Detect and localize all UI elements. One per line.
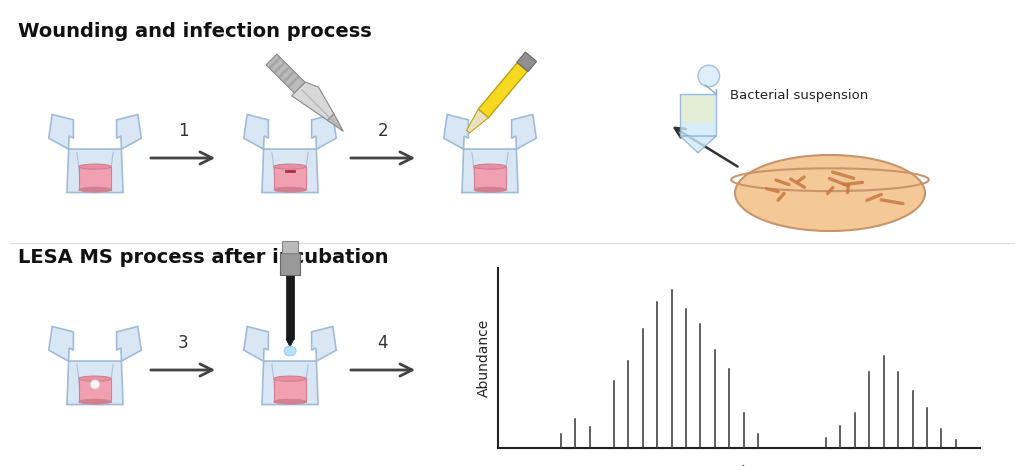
Bar — [79, 167, 112, 190]
Ellipse shape — [474, 164, 506, 169]
Polygon shape — [478, 62, 527, 118]
Ellipse shape — [79, 376, 112, 381]
Bar — [680, 94, 716, 136]
Ellipse shape — [273, 164, 306, 169]
Polygon shape — [328, 114, 343, 131]
Text: m/z: m/z — [726, 464, 752, 466]
Polygon shape — [49, 327, 141, 404]
Ellipse shape — [90, 380, 99, 389]
Ellipse shape — [698, 65, 720, 87]
Bar — [282, 241, 298, 253]
Text: Wounding and infection process: Wounding and infection process — [18, 22, 372, 41]
Polygon shape — [244, 327, 336, 404]
Polygon shape — [467, 109, 488, 133]
Polygon shape — [268, 56, 282, 69]
Polygon shape — [266, 54, 305, 93]
Ellipse shape — [273, 399, 306, 404]
Bar — [682, 96, 714, 123]
Bar — [79, 379, 112, 402]
Ellipse shape — [79, 187, 112, 192]
Ellipse shape — [284, 346, 296, 356]
Polygon shape — [443, 115, 537, 192]
Polygon shape — [680, 136, 716, 153]
Polygon shape — [49, 115, 141, 192]
Text: LESA MS process after incubation: LESA MS process after incubation — [18, 248, 388, 267]
Ellipse shape — [474, 187, 506, 192]
Bar — [280, 253, 300, 275]
Polygon shape — [517, 52, 537, 72]
Text: 3: 3 — [178, 334, 188, 352]
Polygon shape — [286, 275, 294, 339]
Text: 4: 4 — [378, 334, 388, 352]
Polygon shape — [278, 66, 291, 78]
Bar — [273, 379, 306, 402]
Polygon shape — [273, 61, 286, 74]
Ellipse shape — [273, 376, 306, 381]
Ellipse shape — [735, 155, 925, 231]
Text: Bacterial suspension: Bacterial suspension — [730, 89, 868, 102]
Text: 1: 1 — [178, 122, 188, 140]
Ellipse shape — [273, 187, 306, 192]
Bar — [474, 167, 506, 190]
Ellipse shape — [79, 399, 112, 404]
Text: Abundance: Abundance — [477, 319, 490, 397]
Polygon shape — [244, 115, 336, 192]
Polygon shape — [288, 75, 300, 88]
Text: 2: 2 — [378, 122, 388, 140]
Bar — [273, 167, 306, 190]
Ellipse shape — [79, 164, 112, 169]
Polygon shape — [292, 82, 334, 120]
Polygon shape — [286, 339, 294, 347]
Polygon shape — [283, 70, 295, 83]
